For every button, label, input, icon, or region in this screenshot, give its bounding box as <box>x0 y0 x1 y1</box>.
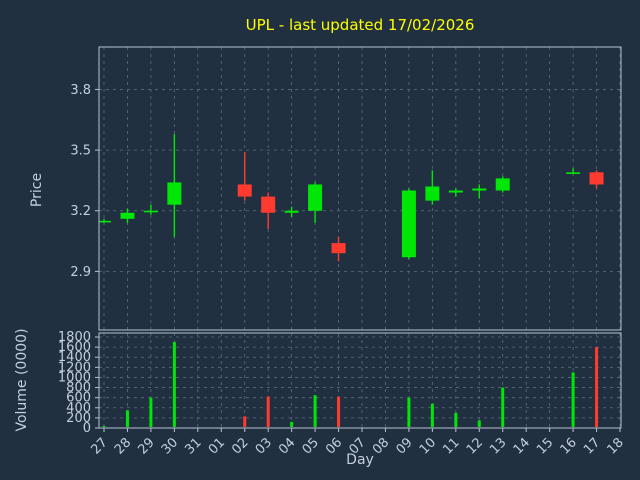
volume-tick-label: 800 <box>66 381 91 396</box>
candles <box>99 133 604 262</box>
candle-body <box>448 190 463 193</box>
volume-tick-label: 0 <box>83 421 91 436</box>
volume-bar <box>595 347 599 427</box>
volume-bar <box>501 387 505 427</box>
volume-tick-label: 200 <box>66 411 91 426</box>
volume-panel-background <box>99 333 621 428</box>
volume-axis-label: Volume (0000) <box>14 328 30 432</box>
candle-body <box>284 210 299 213</box>
volume-bar <box>149 397 153 427</box>
volume-tick-label: 1800 <box>58 330 91 345</box>
price-tick-label: 3.5 <box>70 144 91 159</box>
volume-tick-label: 1400 <box>58 350 91 365</box>
candle-body <box>143 210 158 213</box>
volume-bar <box>407 397 411 427</box>
grid <box>99 47 621 429</box>
price-tick-label: 3.8 <box>70 83 91 98</box>
price-tick-label: 3.2 <box>70 204 91 219</box>
volume-bar <box>172 342 176 427</box>
candle-body <box>495 178 510 191</box>
candle-body <box>167 182 182 205</box>
volume-tick-label: 1200 <box>58 360 91 375</box>
candle-body <box>308 184 323 211</box>
volume-bar <box>454 412 458 427</box>
volume-tick-label: 1600 <box>58 340 91 355</box>
price-panel-background <box>99 47 621 330</box>
candle-body <box>425 186 440 201</box>
price-axis-label: Price <box>29 172 45 208</box>
volume-bar <box>313 395 317 427</box>
candle-body <box>261 196 276 213</box>
volume-bar <box>571 372 575 427</box>
volume-bar <box>337 396 341 427</box>
chart-title: UPL - last updated 17/02/2026 <box>245 16 475 34</box>
candle-body <box>120 212 135 219</box>
candle-body <box>589 172 604 185</box>
volume-panel-border <box>98 332 622 429</box>
candle-body <box>99 220 111 223</box>
volume-bar <box>266 396 270 427</box>
candle-body <box>566 172 581 174</box>
x-axis-label: Day <box>346 452 374 468</box>
volume-tick-label: 400 <box>66 401 91 416</box>
candle-body <box>401 190 416 258</box>
volume-bar <box>125 410 129 427</box>
volume-tick-label: 600 <box>66 391 91 406</box>
candle-body <box>331 243 346 254</box>
candle-body <box>472 188 487 191</box>
price-tick-label: 2.9 <box>70 265 91 280</box>
axis-ticks <box>95 88 621 432</box>
price-panel-border <box>98 46 622 331</box>
volume-bar <box>430 403 434 427</box>
candle-body <box>237 184 252 197</box>
volume-bar <box>243 416 247 427</box>
volume-bar <box>102 425 106 427</box>
volume-bar <box>290 421 294 427</box>
volume-bar <box>477 420 481 427</box>
volume-tick-label: 1000 <box>58 370 91 385</box>
volume-bars <box>102 342 599 427</box>
